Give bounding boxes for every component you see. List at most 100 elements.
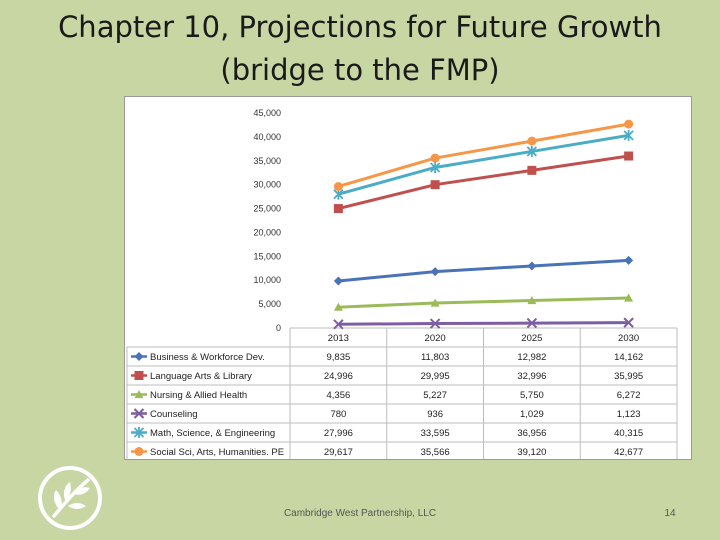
data-point-marker [133, 427, 145, 438]
series-line [337, 133, 629, 196]
series-line [337, 122, 629, 188]
chart-series-lines [333, 119, 634, 330]
legend-series-name: Business & Workforce Dev. [150, 352, 265, 363]
data-label: 24,996 [324, 371, 353, 382]
y-axis-tick-labels: 0 5,000 10,000 15,000 20,000 25,000 30,000 35,0… [253, 108, 281, 333]
chart-frame: 0 5,000 10,000 15,000 20,000 25,000 30,000 35,0… [124, 96, 692, 460]
data-table: 2013 2020 2025 2030 Business & Workforce Dev… [126, 328, 678, 459]
data-label: 1,123 [617, 409, 641, 420]
slide-title: Chapter 10, Projections for Future Growt… [0, 6, 720, 92]
y-tick-label: 45,000 [253, 108, 281, 118]
slide-title-line-2: (bridge to the FMP) [220, 53, 500, 87]
y-tick-label: 20,000 [253, 227, 281, 237]
data-point-marker [527, 296, 537, 305]
data-label: 9,835 [326, 352, 350, 363]
data-point-marker [333, 319, 344, 330]
data-label: 936 [427, 409, 443, 420]
series-line [338, 321, 629, 326]
y-tick-label: 0 [276, 323, 281, 333]
data-label: 12,982 [517, 352, 546, 363]
data-point-marker [333, 276, 343, 286]
data-label: 5,750 [520, 390, 544, 401]
data-point-marker [624, 255, 634, 265]
series-5 [333, 119, 634, 191]
data-label: 11,803 [421, 352, 449, 363]
y-tick-label: 5,000 [258, 299, 281, 309]
data-label: 1,029 [520, 409, 544, 420]
data-point-marker [133, 408, 145, 419]
data-point-marker [624, 151, 634, 161]
marker-stroke [429, 318, 441, 329]
data-label: 29,617 [324, 447, 353, 458]
data-label: 780 [330, 409, 346, 420]
marker-stroke [526, 317, 538, 329]
data-point-marker [333, 302, 343, 311]
data-point-marker [134, 371, 144, 380]
data-point-marker [527, 165, 537, 175]
category-label: 2013 [328, 333, 349, 344]
legend-series-name: Math, Science, & Engineering [150, 428, 275, 439]
legend-series-name: Counseling [150, 409, 198, 420]
data-label: 36,956 [517, 428, 546, 439]
y-tick-label: 10,000 [253, 275, 281, 285]
marker-stroke [333, 319, 344, 330]
series-4 [333, 129, 634, 200]
data-label: 14,162 [614, 352, 643, 363]
data-label: 4,356 [326, 390, 350, 401]
category-label: 2025 [521, 333, 542, 344]
data-point-marker [526, 317, 538, 329]
legend-series-name: Language Arts & Library [150, 371, 252, 382]
page-number: 14 [664, 508, 676, 519]
data-label: 27,996 [324, 428, 353, 439]
slide-title-line-1: Chapter 10, Projections for Future Growt… [58, 10, 662, 44]
data-point-marker [526, 145, 538, 157]
y-tick-label: 35,000 [253, 156, 281, 166]
leaf-circle-icon [38, 466, 102, 530]
series-1 [333, 151, 634, 214]
data-point-marker [430, 267, 440, 277]
data-point-marker [333, 204, 343, 214]
data-label: 5,227 [423, 390, 447, 401]
data-point-marker [134, 447, 144, 456]
data-point-marker [134, 352, 144, 361]
data-point-marker [429, 318, 441, 329]
series-line [338, 296, 629, 309]
data-point-marker [333, 181, 343, 191]
data-label: 6,272 [617, 390, 641, 401]
data-label: 29,995 [421, 371, 450, 382]
data-label: 33,595 [421, 428, 450, 439]
y-tick-label: 15,000 [253, 251, 281, 261]
y-tick-label: 30,000 [253, 180, 281, 190]
data-point-marker [430, 180, 440, 190]
data-point-marker [430, 298, 440, 307]
category-label: 2030 [618, 333, 639, 344]
line-chart: 0 5,000 10,000 15,000 20,000 25,000 30,000 35,0… [126, 108, 678, 459]
category-label: 2020 [425, 333, 446, 344]
data-label: 42,677 [614, 447, 643, 458]
data-label: 32,996 [517, 371, 546, 382]
series-line [338, 154, 629, 211]
marker-stroke [133, 408, 145, 419]
data-point-marker [527, 261, 537, 271]
footer-text: Cambridge West Partnership, LLC [283, 508, 437, 519]
data-point-marker [623, 129, 634, 141]
data-point-marker [624, 119, 634, 129]
series-line [338, 258, 629, 283]
data-label: 35,995 [614, 371, 643, 382]
data-point-marker [527, 136, 537, 146]
data-label: 35,566 [421, 447, 450, 458]
data-point-marker [134, 390, 144, 399]
series-2 [333, 293, 634, 311]
legend-series-name: Nursing & Allied Health [150, 390, 247, 401]
data-label: 39,120 [517, 447, 546, 458]
data-point-marker [429, 161, 441, 173]
marker-stroke [623, 317, 634, 328]
data-point-marker [624, 293, 634, 302]
y-tick-label: 25,000 [253, 204, 281, 214]
series-3 [333, 317, 634, 330]
series-0 [333, 255, 634, 286]
data-label: 40,315 [614, 428, 643, 439]
legend-series-name: Social Sci, Arts, Humanities. PE [150, 447, 284, 458]
data-point-marker [430, 153, 440, 163]
y-tick-label: 40,000 [253, 132, 281, 142]
